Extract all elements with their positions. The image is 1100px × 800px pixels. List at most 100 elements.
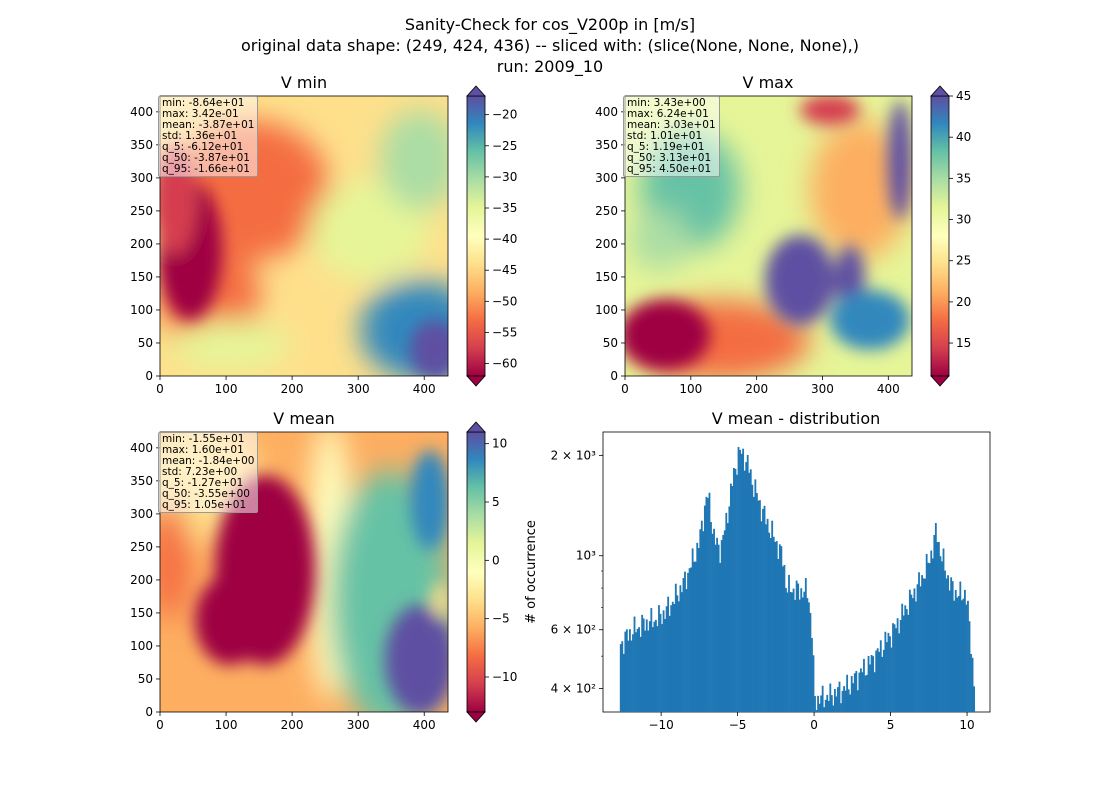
histogram-bar: [844, 690, 847, 712]
histogram-bar: [901, 603, 904, 712]
histogram-bar: [948, 590, 951, 712]
stat-line: q_95: 1.05e+01: [162, 499, 247, 511]
x-tick-label: −5: [729, 718, 747, 732]
histogram-bar: [941, 561, 943, 712]
histogram-bar: [777, 558, 780, 712]
stat-line: mean: -3.87e+01: [162, 119, 255, 131]
histogram-bar: [956, 597, 959, 712]
histogram-bar: [870, 654, 873, 712]
colorbar-tick-label: −60: [492, 357, 517, 371]
histogram-bar: [707, 498, 709, 712]
histogram-bar: [658, 605, 660, 712]
histogram-bar: [954, 590, 957, 712]
histogram-bar: [908, 589, 911, 712]
histogram-bar: [957, 596, 960, 712]
colorbar-tick-label: −25: [492, 139, 517, 153]
histogram-bar: [710, 522, 712, 712]
y-tick-label: 300: [130, 507, 153, 521]
y-tick-label: 150: [595, 270, 618, 284]
y-tick-label: 400: [130, 441, 153, 455]
histogram-bar: [933, 534, 936, 712]
histogram-bar: [829, 683, 832, 712]
histogram-bar: [760, 521, 763, 712]
histogram-bar: [913, 588, 916, 712]
histogram-bar: [795, 580, 798, 712]
histogram-bar: [856, 690, 859, 712]
histogram-bar: [922, 578, 925, 712]
histogram-bar: [832, 705, 835, 712]
histogram-bar: [902, 615, 905, 712]
histogram-bar: [919, 586, 922, 712]
y-tick-label: 150: [130, 606, 153, 620]
histogram-bar: [876, 648, 879, 712]
panel-title-v-min: V min: [281, 73, 327, 92]
histogram-bar: [911, 598, 914, 712]
y-tick-label: 50: [138, 672, 153, 686]
figure-title-line-2: original data shape: (249, 424, 436) -- …: [241, 36, 859, 55]
x-tick-label: −10: [648, 718, 673, 732]
histogram-bar: [965, 604, 968, 712]
stat-line: std: 7.23e+00: [162, 466, 238, 478]
histogram-bar: [645, 619, 648, 712]
histogram-bar: [664, 618, 667, 712]
x-tick-label: 300: [811, 382, 834, 396]
x-tick-label: 400: [877, 382, 900, 396]
histogram-bar: [898, 633, 901, 712]
histogram-bar: [641, 614, 644, 712]
x-tick-label: 300: [347, 382, 370, 396]
histogram-bar: [947, 575, 949, 712]
stat-line: q_5: 1.19e+01: [627, 141, 705, 153]
axes-frame-v-max: [624, 95, 913, 377]
histogram-bar: [818, 703, 821, 712]
colorbar-tick-label: −55: [492, 325, 517, 339]
histogram-bar: [690, 567, 693, 712]
histogram-bar: [843, 686, 845, 712]
histogram-bar: [665, 606, 668, 712]
histogram-bar: [930, 550, 933, 712]
histogram-bar: [670, 605, 673, 712]
y-tick-label: 200: [130, 573, 153, 587]
stat-line: max: 1.60e+01: [162, 444, 244, 456]
x-tick-label: 400: [413, 382, 436, 396]
histogram-bar: [644, 630, 647, 712]
histogram-bar: [864, 675, 867, 712]
histogram-bar: [778, 544, 781, 712]
histogram-bar: [786, 592, 789, 712]
stat-line: mean: -1.84e+00: [162, 455, 255, 467]
x-tick-label: 200: [281, 382, 304, 396]
colorbar-tick-label: 0: [492, 553, 500, 567]
histogram-bar: [697, 548, 700, 712]
histogram-bar: [823, 707, 826, 712]
histogram-bar: [910, 594, 913, 712]
histogram-bar: [771, 520, 774, 712]
histogram-bar: [968, 621, 971, 712]
colorbar-v-mean: [466, 421, 486, 723]
histogram-bar: [719, 562, 722, 712]
histogram-bar: [967, 600, 969, 712]
histogram-bar: [971, 657, 974, 712]
histogram-bar: [882, 649, 885, 712]
histogram-bar: [766, 518, 769, 712]
histogram-bar: [835, 696, 838, 712]
histogram-bar: [755, 492, 758, 712]
histogram-bar: [708, 492, 711, 712]
histogram-bar: [638, 627, 641, 712]
histogram-bar: [861, 672, 864, 712]
histogram-bar: [684, 571, 686, 712]
histogram-bar: [768, 532, 771, 712]
stat-line: min: -1.55e+01: [162, 433, 245, 445]
histogram-bar: [693, 561, 696, 712]
colorbar-tick-label: 10: [492, 437, 507, 451]
histogram-bar: [733, 467, 735, 712]
colorbar-tick-label: −45: [492, 263, 517, 277]
stat-line: q_95: -1.66e+01: [162, 163, 250, 175]
histogram-bar: [783, 564, 786, 712]
colorbar-tick-label: 20: [956, 295, 971, 309]
histogram-bar: [659, 613, 662, 712]
colorbar-tick-label: −40: [492, 232, 517, 246]
histogram-bar: [879, 640, 882, 712]
histogram-bar: [885, 642, 888, 712]
colorbar-tick-label: −10: [492, 670, 517, 684]
histogram-bar: [651, 627, 654, 712]
